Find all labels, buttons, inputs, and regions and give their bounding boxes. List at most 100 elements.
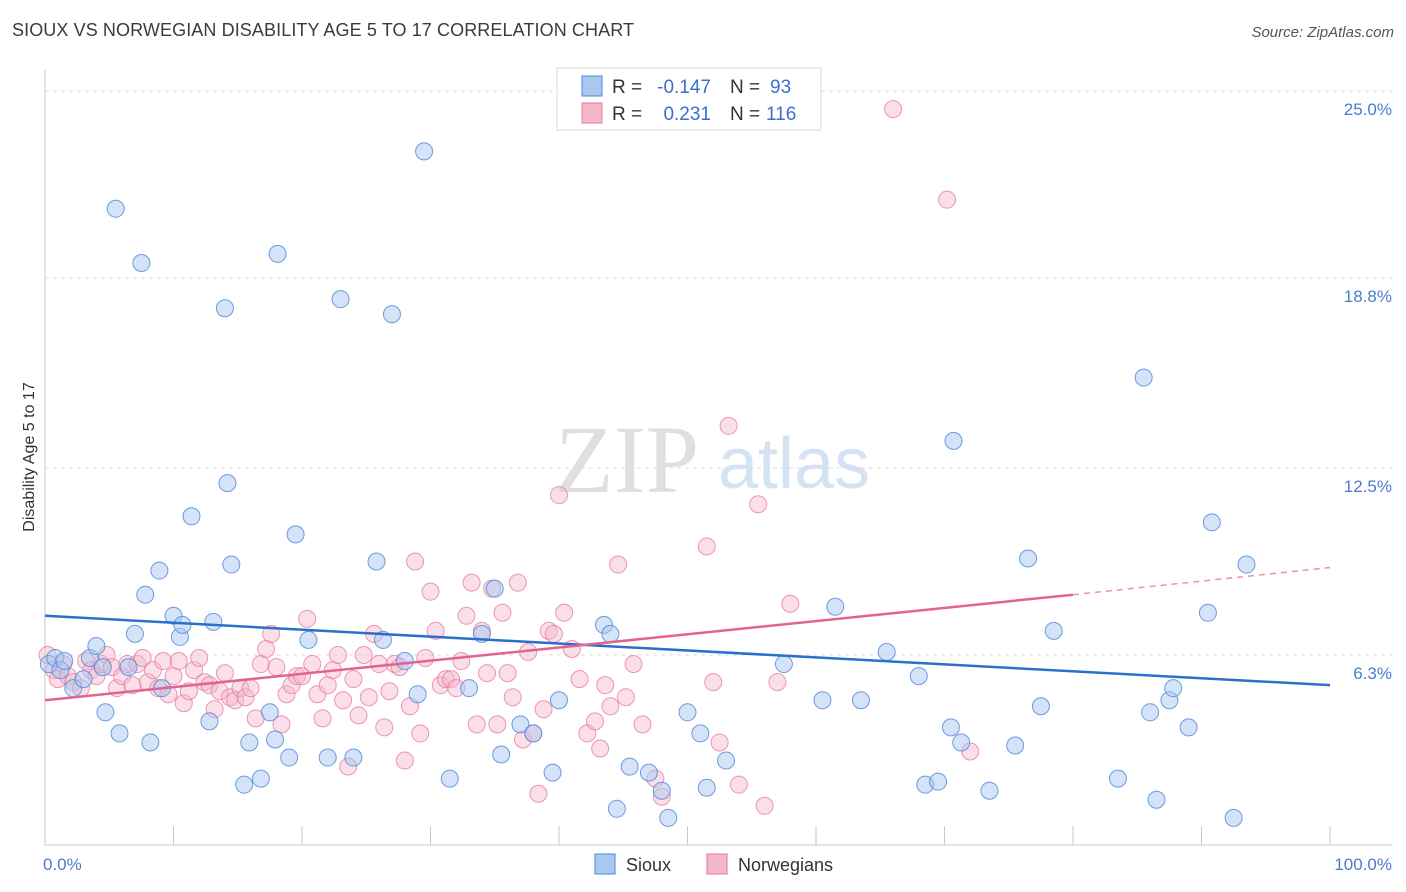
y-tick-label: 12.5%: [1344, 477, 1392, 496]
norwegians-point: [570, 670, 589, 689]
norwegians-point: [462, 573, 481, 592]
norwegians-point: [478, 664, 497, 683]
watermark-zip: ZIP: [555, 406, 699, 513]
sioux-point: [543, 763, 562, 782]
sioux-point: [96, 703, 115, 722]
norwegians-point: [534, 700, 553, 719]
y-tick-label: 6.3%: [1353, 664, 1392, 683]
sioux-point: [110, 724, 129, 743]
sioux-series-label: Sioux: [626, 855, 671, 875]
norwegians-point: [616, 688, 635, 707]
norwegians-point: [452, 652, 471, 671]
norwegians-point: [457, 606, 476, 625]
norwegians-trend-line: [44, 593, 1074, 702]
sioux-point: [826, 597, 845, 616]
sioux-point: [222, 555, 241, 574]
norwegians-point: [633, 715, 652, 734]
norwegians-point: [359, 688, 378, 707]
sioux-trend-line: [44, 614, 1331, 687]
norwegians-point: [190, 649, 209, 668]
norwegians-point: [123, 676, 142, 695]
norwegians-n-value: 116: [766, 104, 796, 125]
norwegians-point: [719, 416, 738, 435]
sioux-point: [299, 630, 318, 649]
norwegians-point: [550, 486, 568, 505]
sioux-point: [717, 751, 736, 770]
sioux-point: [395, 652, 414, 671]
norwegians-point: [143, 661, 162, 680]
norwegians-point: [585, 712, 604, 731]
norwegians-point: [938, 190, 957, 209]
sioux-point: [697, 778, 716, 797]
norwegians-point: [421, 582, 440, 601]
norwegians-point: [406, 552, 425, 571]
norwegians-point: [133, 649, 152, 668]
norwegians-point: [241, 679, 260, 698]
sioux-point: [215, 299, 234, 318]
sioux-point: [1202, 513, 1221, 532]
norwegians-point: [226, 691, 245, 710]
sioux-n-value: 93: [770, 77, 791, 98]
norwegians-point: [344, 670, 363, 689]
sioux-point: [373, 630, 392, 649]
sioux-r-label: R =: [612, 77, 642, 98]
sioux-point: [774, 655, 793, 674]
sioux-point: [460, 679, 479, 698]
watermark-atlas: atlas: [718, 424, 870, 504]
norwegians-point: [591, 739, 610, 758]
norwegians-point: [426, 621, 445, 640]
norwegians-point: [334, 691, 353, 710]
sioux-point: [485, 579, 504, 598]
norwegians-point: [328, 646, 347, 665]
sioux-point: [851, 691, 870, 710]
norwegians-point: [488, 715, 507, 734]
sioux-points: [39, 142, 1256, 827]
sioux-point: [652, 781, 671, 800]
sioux-point: [382, 305, 401, 324]
norwegians-point: [729, 775, 748, 794]
norwegians-point: [370, 655, 389, 674]
norwegians-point: [749, 495, 768, 514]
sioux-point: [119, 658, 138, 677]
norwegians-r-label: R =: [612, 104, 642, 125]
norwegians-point: [293, 667, 311, 686]
norwegians-point: [781, 594, 800, 613]
sioux-point: [440, 769, 459, 788]
sioux-legend-swatch: [581, 75, 603, 97]
norwegians-point: [303, 655, 322, 674]
norwegians-point: [251, 655, 270, 674]
norwegians-point: [431, 676, 450, 695]
norwegians-point: [467, 715, 486, 734]
norwegians-point: [318, 676, 337, 695]
sioux-point: [1224, 808, 1243, 827]
norwegians-series-swatch: [706, 853, 728, 875]
norwegians-point: [174, 694, 193, 713]
y-tick-labels: 6.3% 12.5% 18.8% 25.0%: [1344, 100, 1392, 683]
sioux-point: [1019, 549, 1038, 568]
sioux-point: [331, 290, 350, 309]
sioux-point: [1031, 697, 1050, 716]
norwegians-point: [624, 655, 643, 674]
sioux-point: [952, 733, 971, 752]
norwegians-trend-extension: [1072, 566, 1331, 596]
sioux-point: [218, 474, 237, 493]
x-tick-label: 0.0%: [43, 855, 82, 874]
norwegians-point: [395, 751, 414, 770]
sioux-point: [367, 552, 386, 571]
sioux-point: [877, 642, 896, 661]
norwegians-r-value: 0.231: [663, 104, 711, 125]
source-label: Source: ZipAtlas.com: [1251, 24, 1394, 41]
norwegians-point: [416, 649, 435, 668]
sioux-point: [141, 733, 160, 752]
norwegians-point: [313, 709, 332, 728]
sioux-point: [55, 652, 74, 671]
norwegians-point: [215, 664, 234, 683]
sioux-point: [524, 724, 543, 743]
norwegians-point: [375, 718, 394, 737]
sioux-point: [251, 769, 270, 788]
norwegians-point: [236, 688, 255, 707]
sioux-point: [74, 670, 93, 689]
sioux-point: [492, 745, 511, 764]
sioux-point: [150, 561, 169, 580]
